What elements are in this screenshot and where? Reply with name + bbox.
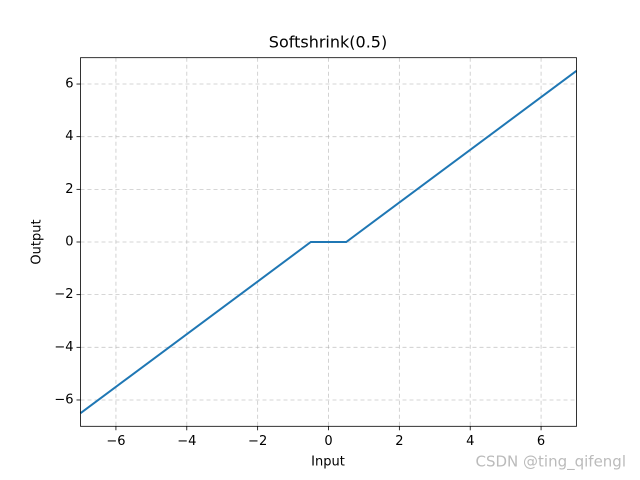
x-tick-label: 4 [466,434,474,449]
plot-frame [80,57,577,427]
x-tick-label: 2 [395,434,403,449]
data-line [79,70,578,414]
y-tick-label: 2 [65,182,73,197]
y-tick-label: −4 [54,340,73,355]
y-axis-label: Output [30,219,45,264]
y-tick-label: −2 [54,287,73,302]
x-tick-label: 0 [324,434,332,449]
x-tick-label: −4 [177,434,196,449]
y-tick-label: −6 [54,392,73,407]
y-tick-label: 0 [65,235,73,250]
watermark: CSDN @ting_qifengl [475,453,626,472]
y-tick-label: 4 [65,129,73,144]
y-tick-label: 6 [65,77,73,92]
x-tick-label: 6 [537,434,545,449]
chart-title: Softshrink(0.5) [269,33,387,52]
x-axis-label: Input [311,455,345,470]
x-tick-label: −6 [106,434,125,449]
x-tick-label: −2 [248,434,267,449]
